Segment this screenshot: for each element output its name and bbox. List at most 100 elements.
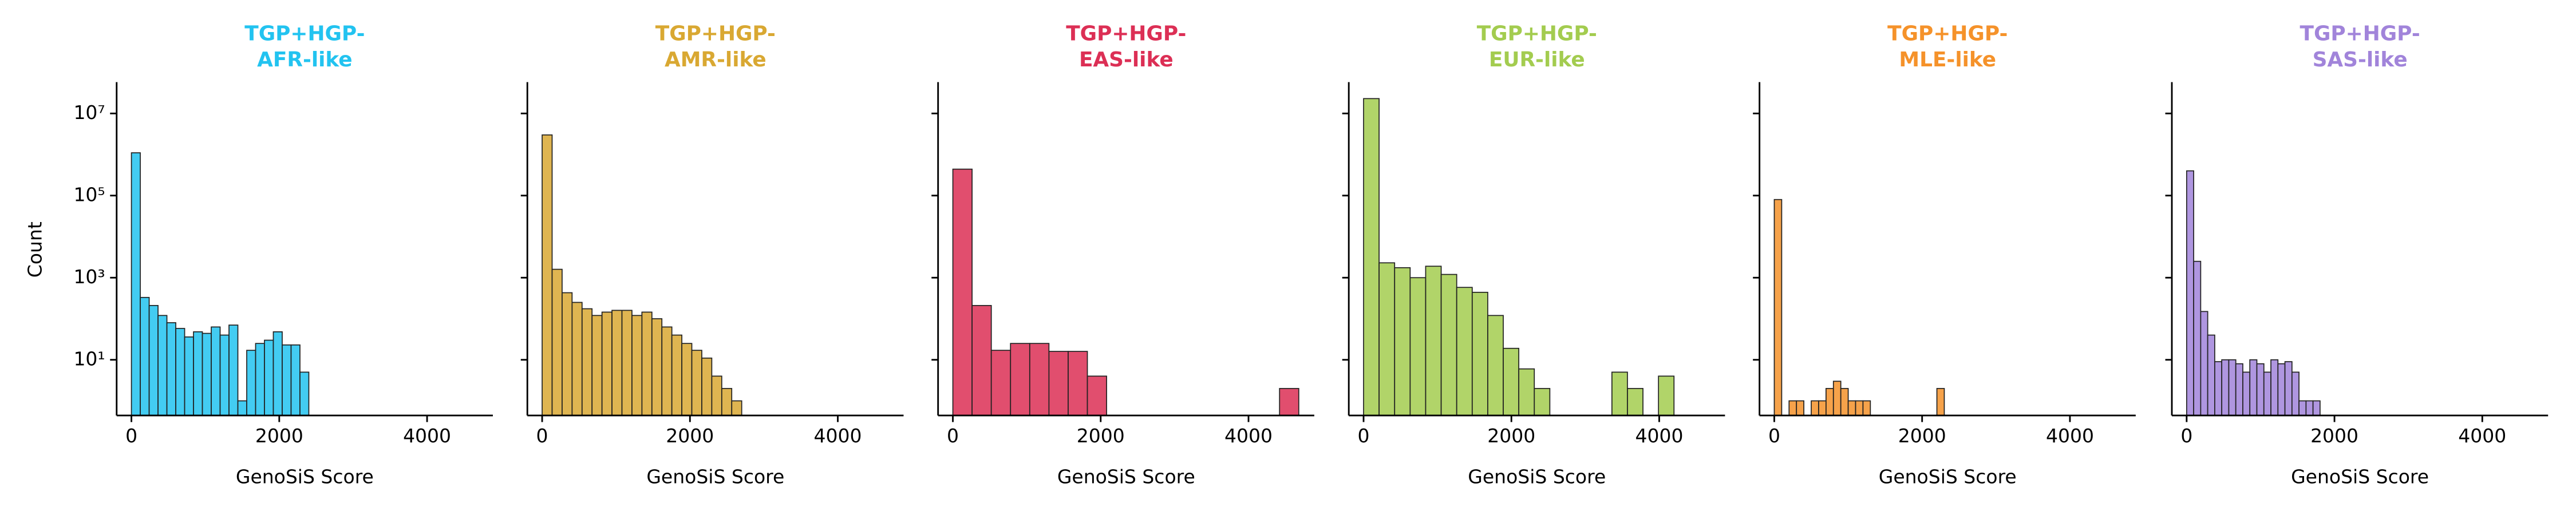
bar — [2256, 363, 2265, 416]
panel-title: MLE-like — [1899, 48, 1996, 72]
x-tick-label: 0 — [536, 425, 548, 447]
x-tick-label: 2000 — [666, 425, 714, 447]
bar — [990, 350, 1012, 416]
bar — [2305, 400, 2314, 416]
bar — [562, 292, 573, 416]
bar — [551, 268, 563, 416]
x-tick-label: 4000 — [814, 425, 862, 447]
bar — [1409, 277, 1427, 416]
bar — [631, 315, 643, 416]
bar — [202, 332, 212, 416]
bar — [2193, 260, 2202, 416]
bar — [193, 331, 203, 416]
bar — [1796, 400, 1804, 416]
bar — [2186, 170, 2194, 416]
bar — [1936, 388, 1945, 416]
x-axis-label: GenoSiS Score — [2291, 466, 2429, 488]
bar — [219, 334, 230, 416]
bar — [591, 315, 603, 416]
bar — [581, 308, 593, 416]
panel-title: TGP+HGP- — [244, 22, 365, 45]
x-tick-label: 4000 — [2046, 425, 2094, 447]
bar — [641, 311, 653, 416]
bar — [651, 318, 663, 416]
bar — [2242, 371, 2251, 416]
x-tick-label: 4000 — [1224, 425, 1273, 447]
bar — [246, 350, 256, 416]
bar — [2284, 361, 2293, 416]
bar — [1487, 315, 1504, 416]
y-tick-label: 10¹ — [73, 347, 105, 370]
bar — [166, 322, 176, 416]
x-axis-label: GenoSiS Score — [646, 466, 784, 488]
bar — [1456, 287, 1473, 416]
bar — [1847, 400, 1856, 416]
bar — [2207, 334, 2215, 416]
bar — [1518, 368, 1535, 416]
bar — [1862, 400, 1871, 416]
bar — [731, 400, 742, 416]
panel-title: TGP+HGP- — [1066, 22, 1186, 45]
bar — [1010, 343, 1030, 416]
bar — [1363, 98, 1380, 416]
panel-title: AMR-like — [665, 48, 767, 72]
bar — [2291, 371, 2300, 416]
bar — [952, 168, 973, 416]
bar — [671, 334, 682, 416]
x-axis-label: GenoSiS Score — [1468, 466, 1606, 488]
bar — [1611, 371, 1628, 416]
bar — [211, 326, 221, 416]
bar — [1788, 400, 1797, 416]
bar — [140, 296, 150, 416]
bar — [1378, 262, 1396, 416]
bar — [2228, 359, 2237, 416]
bar — [1840, 388, 1849, 416]
bar — [571, 302, 583, 416]
x-tick-label: 0 — [1768, 425, 1780, 447]
bar — [1658, 375, 1675, 416]
panel-title: TGP+HGP- — [1887, 22, 2008, 45]
bar — [601, 311, 613, 416]
x-tick-label: 2000 — [2310, 425, 2358, 447]
bar — [1811, 400, 1819, 416]
x-axis-label: GenoSiS Score — [1879, 466, 2017, 488]
bar — [542, 134, 553, 416]
x-tick-label: 2000 — [255, 425, 303, 447]
x-tick-label: 2000 — [1487, 425, 1535, 447]
x-tick-label: 4000 — [403, 425, 451, 447]
bar — [1826, 388, 1834, 416]
bar — [2270, 359, 2279, 416]
bar — [1394, 267, 1411, 416]
bar — [1048, 351, 1069, 416]
bar — [721, 388, 733, 416]
bar — [1440, 274, 1457, 416]
panel-title: EAS-like — [1079, 48, 1174, 72]
bar — [264, 339, 274, 416]
bar — [1503, 347, 1520, 416]
bar — [1086, 375, 1107, 416]
bar — [2235, 363, 2243, 416]
bar — [255, 343, 265, 416]
bar — [2221, 359, 2230, 416]
y-tick-label: 10³ — [73, 266, 105, 288]
bar — [2298, 400, 2307, 416]
bar — [1773, 199, 1783, 416]
bar — [290, 344, 301, 416]
x-tick-label: 2000 — [1077, 425, 1125, 447]
bar — [1534, 388, 1551, 416]
x-tick-label: 0 — [1358, 425, 1370, 447]
y-axis-label: Count — [24, 221, 46, 278]
bar — [711, 375, 722, 416]
y-tick-label: 10⁵ — [73, 183, 105, 205]
x-axis-label: GenoSiS Score — [1057, 466, 1195, 488]
bar — [299, 371, 310, 416]
bar — [2214, 361, 2223, 416]
bar — [1029, 343, 1050, 416]
panel-title: SAS-like — [2313, 48, 2408, 72]
bar — [691, 350, 702, 416]
bar — [611, 310, 623, 416]
bar — [131, 152, 141, 416]
bar — [681, 343, 693, 416]
bar — [1068, 351, 1088, 416]
bar — [237, 400, 247, 416]
